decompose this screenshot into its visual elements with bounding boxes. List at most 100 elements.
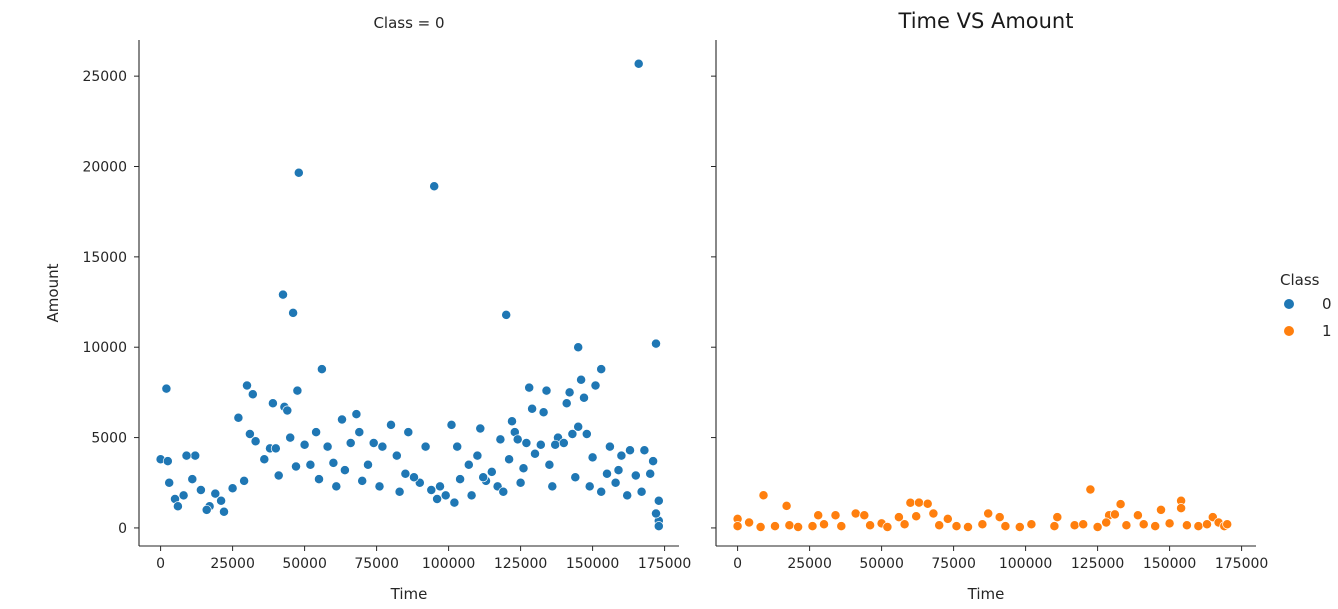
data-point [394,486,405,497]
data-point [339,465,350,476]
data-point [922,498,933,509]
data-point [233,412,244,423]
facet-title: Class = 0 [373,14,444,32]
data-point [1222,519,1233,530]
data-point [478,472,489,483]
main-title: Time VS Amount [898,9,1074,33]
data-point [622,490,633,501]
data-point [521,438,532,448]
data-point [977,519,988,530]
data-point [558,438,569,448]
data-point [905,497,916,508]
data-point [201,504,212,515]
data-point [836,521,847,532]
y-tick-label: 5000 [91,431,127,447]
data-point [604,441,615,452]
data-point [653,521,664,532]
x-axis-label: Time [967,585,1005,603]
data-point [648,456,659,467]
x-tick-label: 25000 [210,556,255,572]
data-point [544,459,555,470]
data-point [504,454,515,465]
data-point [584,481,595,492]
data-point [1049,521,1060,532]
data-point [1069,520,1080,531]
data-point [616,450,627,461]
facet-panel-class-1: 0 25000 50000 75000 100000 125000 150000 175000… [711,40,1268,603]
facet-panel-class-0: 0 25000 50000 75000 100000 125000 150000 175000… [44,14,691,603]
data-point [1115,499,1126,510]
data-point [420,441,431,452]
legend-title: Class [1280,271,1320,289]
data-point [354,427,365,438]
data-point [1101,517,1112,528]
data-point [645,468,656,479]
data-point [512,434,523,445]
data-point [164,477,175,488]
data-point [942,513,953,524]
legend-marker-1 [1284,326,1294,336]
data-point [819,519,829,530]
data-point [501,309,512,320]
data-point [278,289,288,300]
data-point [216,495,227,506]
data-point [195,485,206,495]
data-point [161,383,172,394]
data-point [581,429,592,439]
x-tick-label: 25000 [787,556,832,572]
data-point [807,521,818,532]
x-tick-label: 75000 [931,556,976,572]
data-point [793,522,804,532]
data-point [530,448,540,459]
data-point [610,477,621,488]
data-point [162,456,173,467]
data-point [1181,520,1192,531]
data-point [507,416,517,427]
data-point [210,488,221,499]
data-point [377,441,388,452]
x-tick-label: 50000 [282,556,327,572]
data-point [409,472,419,483]
data-point [893,512,904,523]
data-point [573,342,584,353]
data-point [270,443,281,454]
data-point [1052,512,1063,523]
x-tick-label: 150000 [1143,556,1196,572]
data-point [172,501,183,512]
data-point [1078,519,1089,530]
data-point [187,474,198,485]
data-point [1132,510,1143,521]
data-point [403,427,414,438]
data-point [435,481,445,492]
data-point [882,522,893,532]
data-point [475,423,486,434]
data-point [744,517,755,528]
data-point [219,506,229,517]
data-point [311,427,322,438]
data-point [273,470,284,481]
x-tick-label: 150000 [566,556,619,572]
legend-label-0: 0 [1322,295,1332,313]
data-point [178,490,189,501]
data-point [535,439,546,450]
data-point [1193,521,1204,532]
legend-label-1: 1 [1322,322,1332,340]
data-point [305,459,316,470]
data-point [781,500,792,511]
data-point [446,419,457,430]
data-point [1026,519,1037,530]
data-point [653,495,664,506]
data-point [538,407,549,418]
data-point [596,486,607,497]
data-point [374,481,385,492]
data-point [357,475,368,486]
data-point [859,510,870,521]
data-point [432,494,443,504]
data-point [576,374,587,385]
y-tick-label: 15000 [82,250,127,266]
data-point [328,457,339,468]
data-point [351,409,362,420]
data-point [282,405,293,416]
data-point [579,392,589,403]
data-point [299,439,310,450]
